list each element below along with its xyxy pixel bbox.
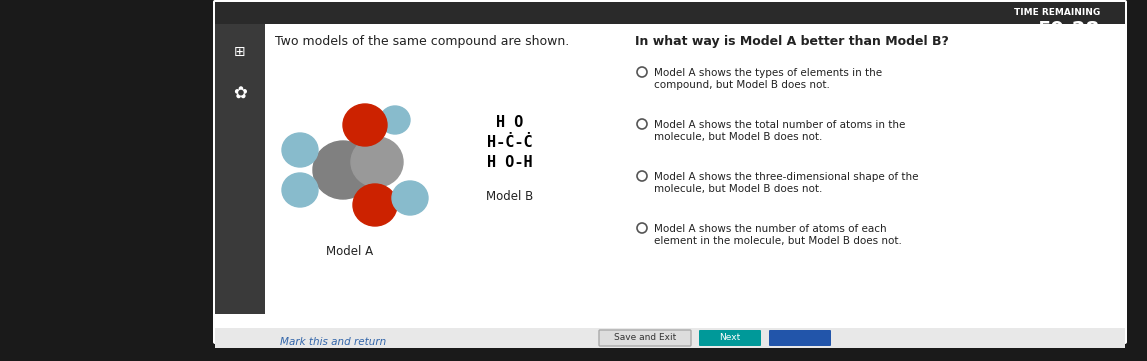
FancyBboxPatch shape [768,330,830,346]
FancyBboxPatch shape [699,330,760,346]
Text: Model A shows the total number of atoms in the
molecule, but Model B does not.: Model A shows the total number of atoms … [654,120,905,142]
Ellipse shape [282,133,318,167]
Text: In what way is Model A better than Model B?: In what way is Model A better than Model… [635,35,949,48]
Ellipse shape [313,141,373,199]
Text: Model A shows the types of elements in the
compound, but Model B does not.: Model A shows the types of elements in t… [654,68,882,90]
Ellipse shape [380,106,409,134]
Ellipse shape [392,181,428,215]
Text: H O-H: H O-H [487,155,533,170]
Ellipse shape [353,184,397,226]
Text: Two models of the same compound are shown.: Two models of the same compound are show… [275,35,569,48]
Text: ✿: ✿ [233,85,247,103]
Text: TIME REMAINING: TIME REMAINING [1014,8,1100,17]
Ellipse shape [343,104,387,146]
Text: Model B: Model B [486,190,533,203]
FancyBboxPatch shape [214,328,1125,348]
Ellipse shape [351,137,403,187]
Text: Model A shows the number of atoms of each
element in the molecule, but Model B d: Model A shows the number of atoms of eac… [654,224,902,245]
FancyBboxPatch shape [599,330,690,346]
Text: Model A: Model A [327,245,374,258]
Text: 59:28: 59:28 [1038,20,1100,39]
Text: Model A shows the three-dimensional shape of the
molecule, but Model B does not.: Model A shows the three-dimensional shap… [654,172,919,193]
Text: Mark this and return: Mark this and return [280,337,387,347]
FancyBboxPatch shape [214,24,265,314]
FancyBboxPatch shape [214,2,1125,24]
Text: ⊞: ⊞ [234,45,245,59]
Text: H-Ċ-Ċ: H-Ċ-Ċ [487,135,533,150]
FancyBboxPatch shape [213,0,1128,344]
Text: H O: H O [497,115,524,130]
Ellipse shape [282,173,318,207]
Text: Save and Exit: Save and Exit [614,334,676,343]
Text: Next: Next [719,334,741,343]
